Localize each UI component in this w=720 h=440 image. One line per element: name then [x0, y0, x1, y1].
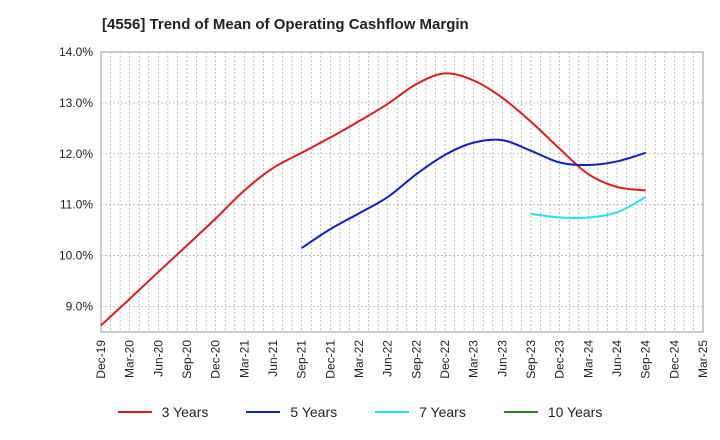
legend-swatch: [246, 411, 281, 413]
x-tick-label: Mar-25: [696, 340, 710, 378]
x-axis-ticks: Dec-19 Mar-20 Jun-20 Sep-20 Dec-20 Mar-21 Jun-…: [94, 340, 710, 379]
x-tick-label: Sep-23: [524, 340, 538, 379]
chart-title: [4556] Trend of Mean of Operating Cashfl…: [102, 16, 469, 33]
legend-item-7-years: 7 Years: [375, 404, 466, 420]
x-tick-label: Dec-19: [94, 340, 108, 379]
x-tick-label: Jun-20: [151, 340, 165, 377]
y-tick-label: 14.0%: [59, 45, 93, 59]
legend-swatch: [375, 411, 410, 413]
series-line-7-years: [530, 196, 647, 219]
x-tick-label: Sep-20: [180, 340, 194, 379]
y-tick-label: 10.0%: [59, 249, 93, 263]
y-tick-label: 11.0%: [60, 198, 93, 212]
x-tick-label: Jun-24: [610, 340, 624, 377]
legend-label: 3 Years: [161, 404, 209, 420]
x-tick-label: Mar-22: [352, 340, 366, 378]
x-tick-label: Dec-20: [209, 340, 223, 379]
x-tick-label: Sep-21: [295, 340, 309, 379]
legend-item-10-years: 10 Years: [503, 404, 603, 420]
legend-swatch: [503, 411, 538, 413]
y-tick-label: 9.0%: [66, 300, 94, 314]
legend-label: 10 Years: [547, 404, 603, 420]
series-line-3-years: [100, 72, 646, 327]
x-tick-label: Sep-22: [409, 340, 423, 379]
x-tick-label: Dec-23: [553, 340, 567, 379]
x-tick-label: Dec-22: [438, 340, 452, 379]
x-tick-label: Sep-24: [639, 340, 653, 379]
series-lines: [100, 72, 647, 327]
legend-item-5-years: 5 Years: [246, 404, 337, 420]
legend-label: 5 Years: [290, 404, 338, 420]
x-tick-label: Jun-22: [381, 340, 395, 377]
y-tick-label: 12.0%: [59, 147, 93, 161]
x-tick-label: Mar-20: [123, 340, 137, 378]
y-tick-label: 13.0%: [59, 96, 93, 110]
legend: 3 Years 5 Years 7 Years 10 Years: [0, 404, 720, 420]
x-tick-label: Mar-23: [467, 340, 481, 378]
grid: [101, 52, 703, 332]
legend-label: 7 Years: [419, 404, 466, 420]
x-tick-label: Dec-24: [667, 340, 681, 379]
x-tick-label: Mar-24: [581, 340, 595, 378]
x-tick-label: Jun-21: [266, 340, 280, 377]
x-tick-label: Dec-21: [323, 340, 337, 379]
legend-item-3-years: 3 Years: [117, 404, 209, 420]
series-line-5-years: [301, 138, 646, 249]
y-axis-ticks: 9.0% 10.0% 11.0% 12.0% 13.0% 14.0%: [59, 45, 93, 314]
x-tick-label: Jun-23: [495, 340, 509, 377]
x-tick-label: Mar-21: [237, 340, 251, 378]
plot-area: [100, 51, 704, 333]
legend-swatch: [117, 411, 152, 413]
